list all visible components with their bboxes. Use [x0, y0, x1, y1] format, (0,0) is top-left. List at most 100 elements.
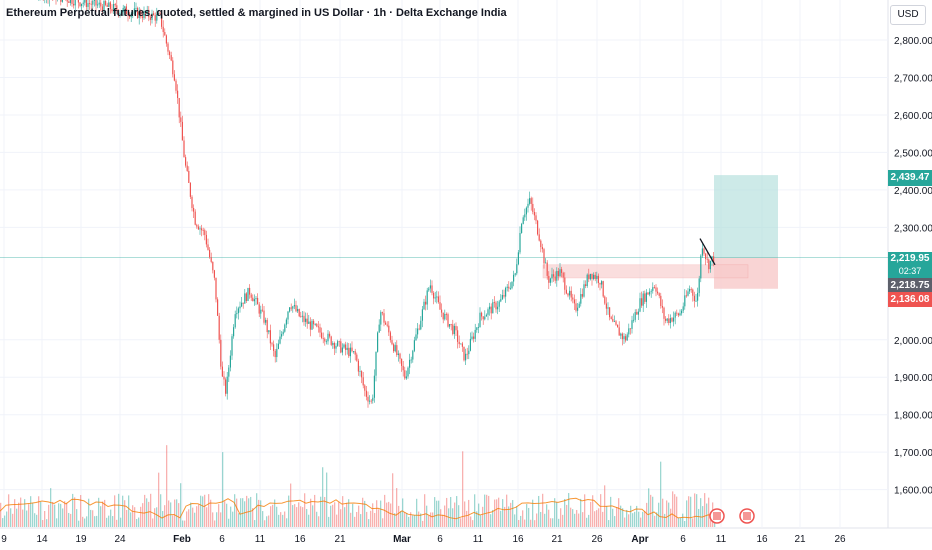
volume-bar	[598, 508, 600, 527]
volume-bar	[630, 505, 632, 527]
volume-bar	[86, 516, 88, 527]
volume-bar	[464, 501, 466, 527]
volume-bar	[558, 518, 560, 527]
volume-bar	[338, 502, 340, 527]
candle-body	[545, 262, 547, 264]
volume-bar	[114, 495, 116, 527]
volume-bar	[350, 512, 352, 527]
candle-body	[613, 321, 615, 323]
candle-body	[71, 0, 73, 4]
candle-body	[335, 345, 337, 349]
volume-bar	[524, 519, 526, 527]
x-tick-label: 26	[591, 534, 603, 545]
volume-bar	[106, 517, 108, 527]
volume-bar	[492, 509, 494, 527]
volume-bar	[14, 499, 16, 527]
candle-body	[113, 4, 115, 12]
volume-bar	[572, 509, 574, 527]
volume-bar	[272, 504, 274, 527]
volume-bar	[302, 507, 304, 527]
candle-body	[189, 182, 191, 197]
candle-body	[343, 344, 345, 348]
volume-bar	[564, 498, 566, 527]
candle-body	[649, 291, 651, 295]
candle-body	[596, 275, 598, 280]
candle-body	[503, 295, 505, 297]
volume-bar	[168, 500, 170, 527]
candle-body	[567, 293, 569, 296]
flag-stripes	[713, 512, 721, 520]
candle-body	[277, 343, 279, 349]
volume-bar	[534, 520, 536, 527]
candle-body	[341, 347, 343, 353]
candle-body	[105, 1, 107, 5]
candle-body	[489, 306, 491, 310]
candle-body	[401, 358, 403, 366]
candle-body	[185, 157, 187, 166]
candle-body	[357, 360, 359, 372]
candle-body	[500, 299, 502, 302]
candle-body	[549, 278, 551, 283]
candle-body	[378, 324, 380, 333]
volume-bar	[56, 518, 58, 527]
volume-bar	[512, 500, 514, 527]
candle-body	[490, 306, 492, 314]
candle-body	[386, 324, 388, 326]
y-tick-label: 1,800.00	[894, 411, 932, 422]
volume-bar	[494, 499, 496, 527]
candle-body	[370, 400, 372, 402]
candle-body	[457, 330, 459, 342]
target-price-tag: 2,439.47	[888, 170, 932, 186]
candle-body	[506, 286, 508, 288]
candle-body	[345, 344, 347, 350]
volume-bar	[616, 507, 618, 527]
candle-body	[116, 5, 118, 11]
candle-body	[231, 336, 233, 356]
x-tick-label: 9	[1, 534, 7, 545]
drawn-trendline	[699, 238, 716, 266]
volume-bar	[98, 497, 100, 527]
candle-body	[129, 15, 131, 18]
candle-body	[205, 234, 207, 245]
volume-bar	[340, 509, 342, 527]
volume-bar	[600, 494, 602, 527]
volume-bar	[320, 496, 322, 527]
x-tick-label: Apr	[631, 534, 648, 545]
candle-body	[690, 289, 692, 290]
volume-bar	[562, 514, 564, 527]
candle-body	[661, 305, 663, 308]
volume-bar	[646, 502, 648, 527]
volume-bar	[348, 499, 350, 527]
volume-bar	[556, 502, 558, 527]
y-tick-label: 2,400.00	[894, 186, 932, 197]
volume-bar	[570, 507, 572, 527]
volume-bar	[472, 520, 474, 527]
candle-body	[529, 198, 531, 204]
candle-body	[177, 90, 179, 98]
candle-body	[327, 333, 329, 342]
volume-bar	[502, 499, 504, 527]
volume-bar	[398, 505, 400, 527]
candle-body	[146, 9, 148, 14]
candle-body	[322, 338, 324, 339]
candle-body	[61, 0, 63, 2]
candle-body	[97, 4, 99, 6]
candle-body	[415, 334, 417, 341]
volume-bar	[220, 512, 222, 527]
volume-bar	[550, 518, 552, 527]
volume-bar	[560, 508, 562, 527]
candle-body	[298, 309, 300, 317]
candle-body	[258, 304, 260, 314]
currency-selector[interactable]: USD	[890, 5, 926, 25]
volume-bar	[412, 515, 414, 527]
volume-bar	[50, 488, 52, 527]
volume-bar	[438, 500, 440, 527]
volume-bar	[202, 496, 204, 527]
candle-body	[428, 288, 430, 291]
candle-body	[362, 377, 364, 386]
x-tick-label: 16	[294, 534, 306, 545]
volume-bar	[38, 496, 40, 527]
candle-body	[581, 294, 583, 297]
candle-body	[306, 318, 308, 324]
